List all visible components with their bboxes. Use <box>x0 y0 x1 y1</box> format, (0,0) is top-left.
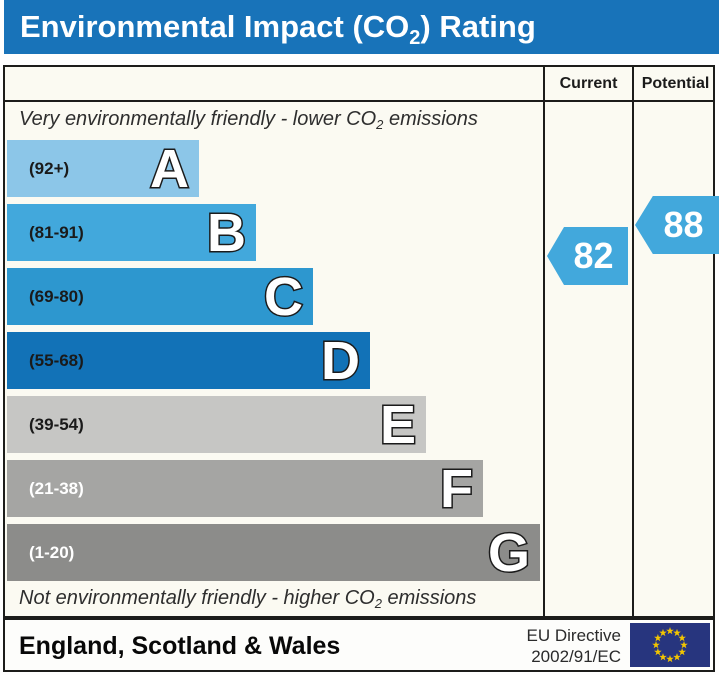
eu-flag-star <box>659 628 667 637</box>
rating-band-f: (21-38) F <box>7 459 483 520</box>
rating-band-g: (1-20) G <box>7 523 540 584</box>
potential-rating-value: 88 <box>663 204 704 245</box>
potential-rating-arrow: 88 <box>635 196 719 254</box>
band-letter: C <box>263 267 305 328</box>
rating-table: Current Potential Very environmentally f… <box>3 65 719 618</box>
current-rating-value: 82 <box>573 235 614 276</box>
footer-bar: England, Scotland & Wales EU Directive 2… <box>3 618 715 672</box>
eu-flag-star <box>680 641 688 649</box>
bottom-note: Not environmentally friendly - higher CO… <box>19 587 477 611</box>
band-letter: G <box>486 523 531 584</box>
chart-title-bar: Environmental Impact (CO2) Rating <box>4 0 719 54</box>
region-label: England, Scotland & Wales <box>19 632 341 660</box>
eu-directive-label: EU Directive 2002/91/EC <box>527 625 621 667</box>
eu-flag-icon <box>630 623 710 667</box>
current-column-divider <box>543 67 545 616</box>
eu-flag-star <box>654 634 662 642</box>
band-range-label: (81-91) <box>29 223 84 242</box>
eu-flag-star <box>666 627 674 635</box>
band-range-label: (39-54) <box>29 415 84 434</box>
rating-band-c: (69-80) C <box>7 267 313 328</box>
current-rating-arrow: 82 <box>547 227 628 285</box>
band-range-label: (55-68) <box>29 351 84 370</box>
potential-column-header: Potential <box>641 75 710 92</box>
eu-flag-star <box>652 641 660 649</box>
eu-flag-star <box>678 634 686 642</box>
band-range-label: (21-38) <box>29 479 84 498</box>
band-letter: B <box>206 203 248 264</box>
header-divider <box>5 100 713 102</box>
eu-flag-star <box>673 628 681 637</box>
band-letter: F <box>439 459 475 520</box>
potential-column-divider <box>632 67 634 616</box>
top-note: Very environmentally friendly - lower CO… <box>19 108 478 132</box>
band-range-label: (69-80) <box>29 287 84 306</box>
page-title: Environmental Impact (CO2) Rating <box>20 9 536 49</box>
eu-flag-star <box>678 648 686 656</box>
rating-band-b: (81-91) B <box>7 203 256 264</box>
rating-band-e: (39-54) E <box>7 395 426 456</box>
band-letter: A <box>149 139 191 200</box>
eu-flag-star <box>654 648 662 656</box>
band-range-label: (92+) <box>29 159 70 178</box>
current-column-header: Current <box>559 75 618 92</box>
eu-flag-star <box>666 655 674 663</box>
band-letter: D <box>320 331 362 392</box>
band-range-label: (1-20) <box>29 543 75 562</box>
eu-flag-star <box>673 653 681 661</box>
eu-directive-line2: 2002/91/EC <box>531 647 621 666</box>
eu-directive-line1: EU Directive <box>526 626 621 645</box>
band-letter: E <box>378 395 417 456</box>
eu-flag-star <box>659 653 667 661</box>
rating-band-a: (92+) A <box>7 139 199 200</box>
rating-band-d: (55-68) D <box>7 331 370 392</box>
